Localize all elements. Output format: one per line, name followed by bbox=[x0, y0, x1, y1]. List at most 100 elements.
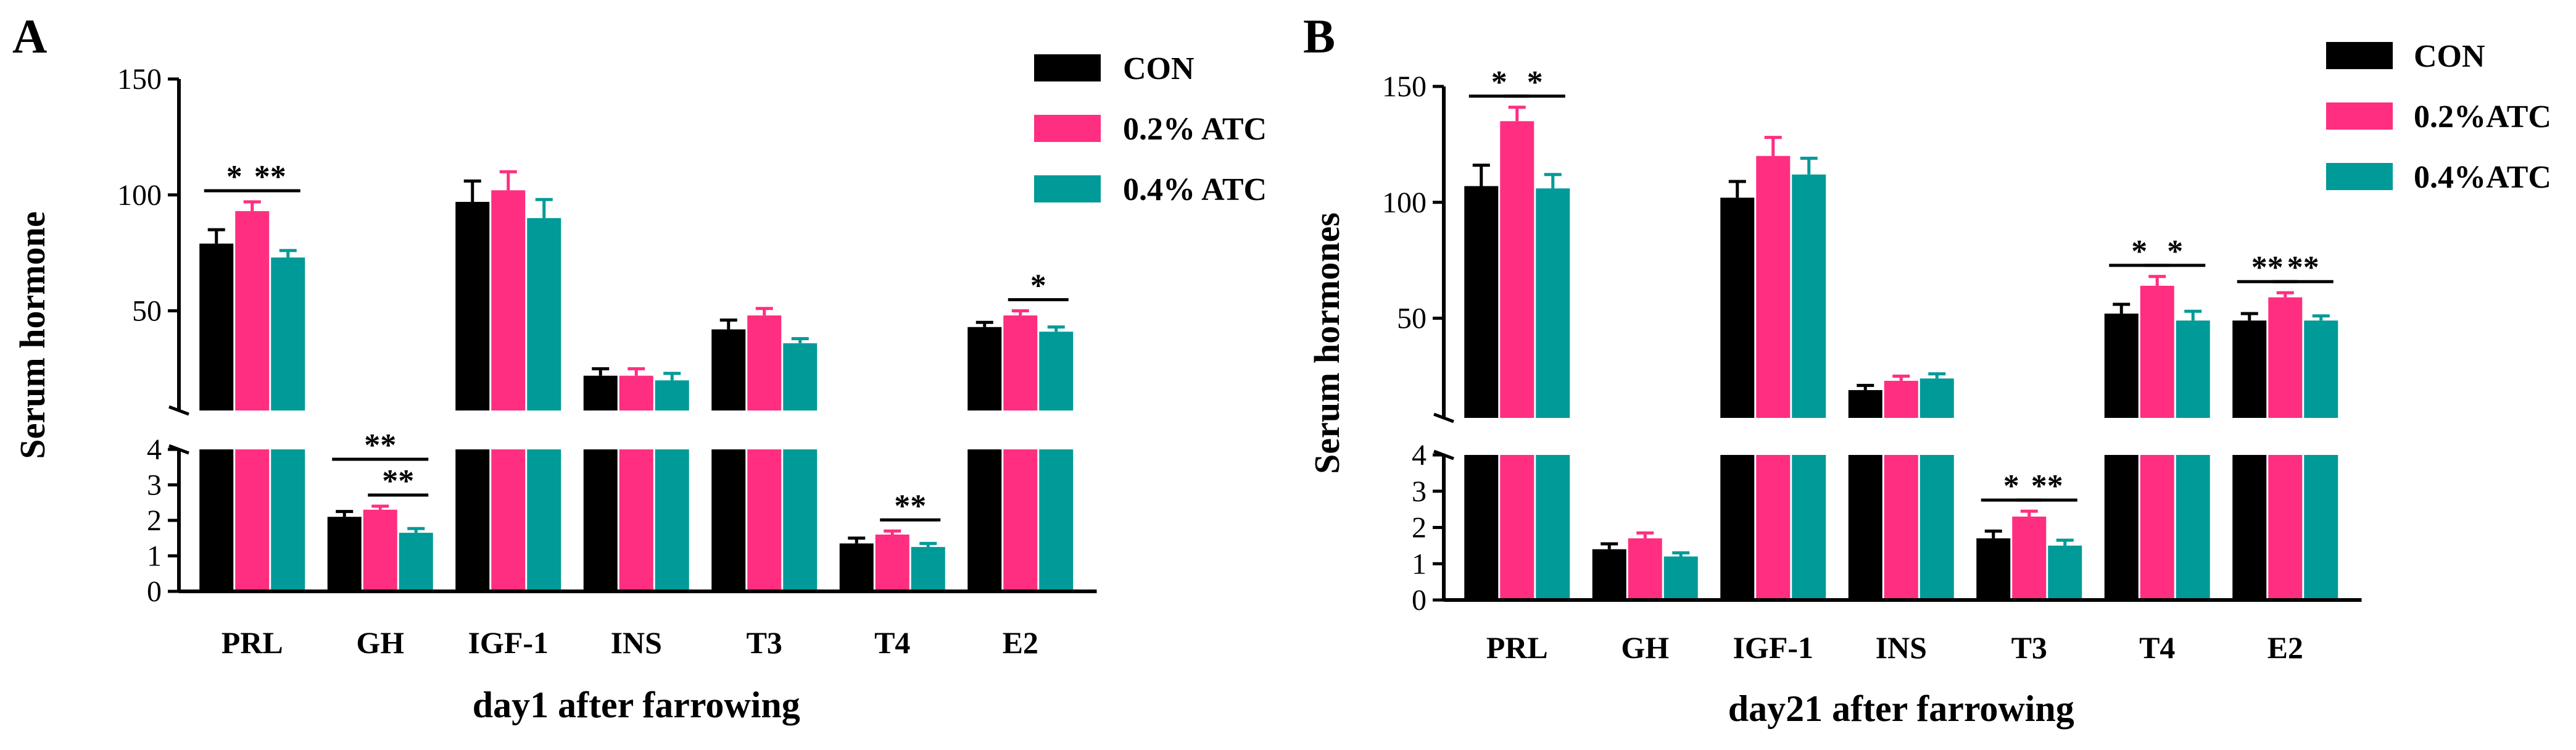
bar-upper-04atc-igf-1 bbox=[1792, 174, 1826, 418]
bar-04atc-prl bbox=[271, 449, 305, 591]
bar-04atc-e2 bbox=[2304, 455, 2338, 600]
bar-con-gh bbox=[1592, 549, 1626, 600]
y-tick-label: 2 bbox=[1412, 512, 1427, 544]
bar-upper-04atc-ins bbox=[1920, 378, 1954, 418]
bar-con-prl bbox=[199, 449, 234, 591]
bar-upper-02atc-igf-1 bbox=[1756, 156, 1791, 418]
bar-con-igf-1 bbox=[455, 449, 490, 591]
significance-label: * bbox=[2003, 469, 2019, 504]
bar-02atc-prl bbox=[1500, 455, 1534, 600]
legend-swatch-2 bbox=[1034, 115, 1101, 142]
legend-label-3: 0.4%ATC bbox=[2414, 160, 2551, 195]
bar-upper-con-prl bbox=[199, 243, 234, 410]
y-axis-title: Serum hormone bbox=[12, 211, 52, 459]
bar-con-t4 bbox=[839, 543, 874, 591]
legend-label-2: 0.2%ATC bbox=[2414, 99, 2551, 135]
legend: CON 0.2%ATC 0.4%ATC bbox=[2326, 39, 2551, 195]
y-tick-label: 3 bbox=[1412, 475, 1427, 508]
significance-label: ** bbox=[894, 488, 926, 523]
significance-label: ** bbox=[382, 464, 414, 499]
bar-upper-02atc-prl bbox=[235, 211, 270, 410]
bar-upper-04atc-e2 bbox=[2304, 320, 2338, 418]
bar-con-igf-1 bbox=[1720, 455, 1755, 600]
bar-upper-con-t4 bbox=[2104, 314, 2139, 418]
significance-label: ** bbox=[2287, 250, 2319, 285]
bar-upper-02atc-t3 bbox=[747, 315, 782, 410]
bar-upper-02atc-igf-1 bbox=[491, 190, 526, 410]
panel-label: B bbox=[1303, 9, 1335, 63]
category-label-ins: INS bbox=[611, 625, 662, 660]
bar-02atc-e2 bbox=[1003, 449, 1038, 591]
bar-04atc-igf-1 bbox=[1792, 455, 1826, 600]
y-tick-label: 1 bbox=[1412, 548, 1427, 580]
bar-02atc-ins bbox=[619, 449, 653, 591]
bar-upper-02atc-e2 bbox=[2268, 297, 2303, 418]
bar-04atc-gh bbox=[399, 533, 433, 591]
legend-label-1: CON bbox=[2414, 39, 2485, 74]
bar-upper-02atc-prl bbox=[1500, 121, 1534, 418]
category-label-t4: T4 bbox=[2139, 630, 2175, 665]
legend-swatch-1 bbox=[2326, 42, 2393, 69]
bar-upper-con-t3 bbox=[711, 329, 746, 410]
bar-upper-04atc-prl bbox=[1536, 188, 1570, 418]
panel-label: A bbox=[12, 9, 47, 63]
bar-con-ins bbox=[583, 449, 618, 591]
y-tick-label: 50 bbox=[132, 295, 162, 328]
bar-02atc-igf-1 bbox=[1756, 455, 1791, 600]
bar-04atc-prl bbox=[1536, 455, 1570, 600]
bar-04atc-gh bbox=[1663, 556, 1698, 600]
significance-label: * bbox=[226, 159, 242, 194]
bar-con-t3 bbox=[1976, 538, 2011, 600]
y-tick-label: 100 bbox=[117, 179, 162, 212]
bar-upper-04atc-ins bbox=[655, 380, 689, 410]
category-label-prl: PRL bbox=[222, 625, 283, 660]
bar-02atc-gh bbox=[363, 509, 397, 591]
bar-02atc-e2 bbox=[2268, 455, 2303, 600]
y-tick-label: 1 bbox=[147, 540, 162, 573]
legend-swatch-3 bbox=[2326, 163, 2393, 190]
legend-label-2: 0.2% ATC bbox=[1123, 112, 1267, 147]
bar-con-t4 bbox=[2104, 455, 2139, 600]
category-label-t3: T3 bbox=[747, 625, 782, 660]
bar-02atc-t3 bbox=[747, 449, 782, 591]
y-tick-label: 0 bbox=[1412, 584, 1427, 617]
significance-label: ** bbox=[254, 159, 286, 194]
bar-upper-con-e2 bbox=[967, 327, 1002, 410]
y-tick-label: 2 bbox=[147, 504, 162, 537]
bar-upper-04atc-e2 bbox=[1039, 331, 1074, 410]
bar-upper-02atc-t4 bbox=[2140, 285, 2174, 418]
axis-break-mark bbox=[1433, 412, 1454, 423]
bar-upper-con-igf-1 bbox=[1720, 198, 1755, 418]
bar-upper-con-ins bbox=[583, 375, 618, 410]
bar-upper-02atc-e2 bbox=[1003, 315, 1038, 410]
bar-04atc-t4 bbox=[2176, 455, 2210, 600]
bar-con-t3 bbox=[711, 449, 746, 591]
legend-swatch-1 bbox=[1034, 54, 1101, 81]
category-label-gh: GH bbox=[356, 625, 404, 660]
y-axis-title: Serum hormones bbox=[1307, 212, 1347, 474]
y-tick-label: 150 bbox=[117, 63, 162, 96]
significance-label: ** bbox=[2031, 469, 2063, 504]
category-label-ins: INS bbox=[1876, 630, 1927, 665]
y-tick-label: 150 bbox=[1382, 70, 1427, 103]
bar-02atc-t3 bbox=[2012, 516, 2047, 600]
bar-upper-con-igf-1 bbox=[455, 202, 490, 410]
bar-upper-con-prl bbox=[1464, 186, 1499, 418]
bar-02atc-t4 bbox=[875, 535, 909, 591]
bar-upper-04atc-prl bbox=[271, 257, 305, 410]
bar-upper-02atc-ins bbox=[619, 375, 653, 410]
bar-con-e2 bbox=[2232, 455, 2267, 600]
y-tick-label: 3 bbox=[147, 469, 162, 502]
bar-04atc-t4 bbox=[911, 547, 945, 591]
y-tick-label: 50 bbox=[1397, 302, 1427, 335]
bar-02atc-gh bbox=[1628, 538, 1662, 600]
legend-label-1: CON bbox=[1123, 51, 1195, 86]
bar-04atc-t3 bbox=[783, 449, 818, 591]
category-label-prl: PRL bbox=[1486, 630, 1548, 665]
category-label-gh: GH bbox=[1621, 630, 1669, 665]
significance-label: * bbox=[1491, 65, 1507, 100]
significance-label: * bbox=[2167, 234, 2183, 269]
bar-upper-con-e2 bbox=[2232, 320, 2267, 418]
